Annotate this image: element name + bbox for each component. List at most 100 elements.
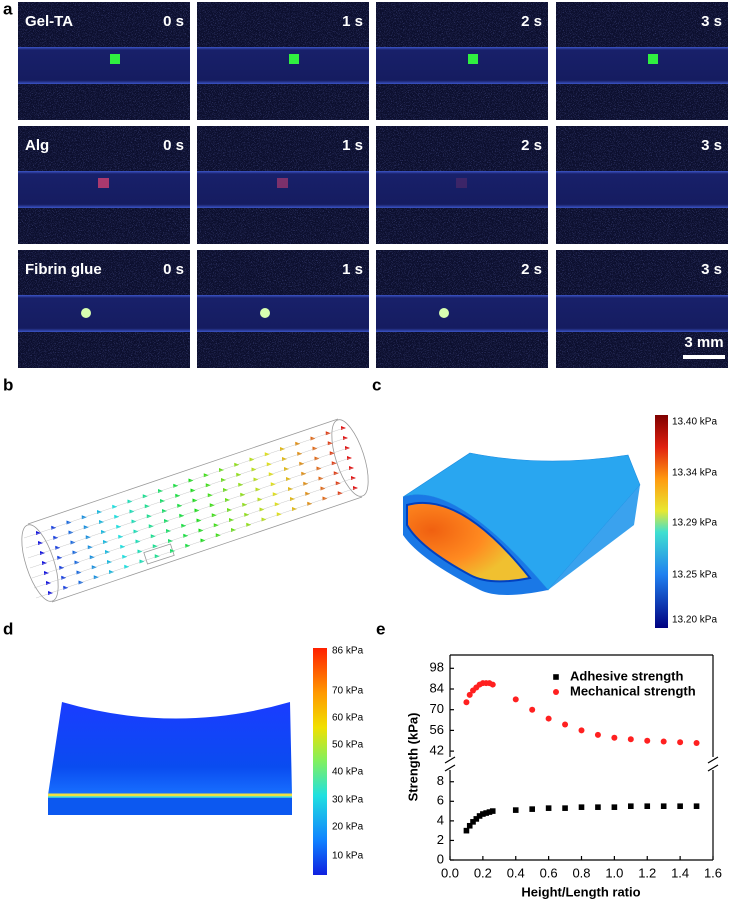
y-tick-label: 98 [430, 660, 444, 675]
tube [18, 47, 190, 84]
streamline [262, 504, 278, 510]
x-tick-label: 0.8 [572, 865, 590, 880]
streamline [35, 592, 52, 599]
y-tick-label: 0 [437, 851, 444, 866]
tube [556, 47, 728, 84]
tube [376, 171, 548, 208]
y-tick-label: 4 [437, 812, 444, 827]
streamline [340, 487, 357, 494]
streamline [33, 582, 50, 589]
row-label: Gel-TA [25, 13, 73, 30]
data-point [562, 721, 569, 728]
streamline [273, 478, 290, 485]
streamline [94, 561, 111, 568]
streamline [176, 480, 192, 486]
streamline [60, 552, 76, 558]
streamline [71, 527, 87, 533]
streamline [108, 546, 124, 552]
x-tick-label: 1.6 [704, 865, 722, 880]
streamline [25, 542, 42, 549]
streamline [260, 494, 276, 500]
data-point [473, 816, 480, 822]
y-tick-label: 2 [437, 832, 444, 847]
tube [197, 295, 369, 332]
streamline [138, 536, 154, 542]
streamline [234, 524, 250, 530]
data-point [545, 715, 552, 722]
streamline [66, 582, 82, 588]
panel-label: b [3, 375, 13, 394]
time-label: 1 s [342, 13, 363, 30]
panel-label: c [372, 375, 381, 394]
streamline [249, 519, 265, 525]
streamline [306, 478, 322, 484]
streamline [169, 525, 185, 531]
streamline [58, 542, 74, 548]
streamline [117, 511, 133, 517]
time-label: 3 s [701, 137, 722, 154]
streamline [110, 556, 126, 562]
x-tick-label: 0.4 [507, 865, 525, 880]
axis-break [707, 756, 719, 764]
streamline [163, 495, 179, 501]
scale-bar [683, 355, 725, 359]
gel-spot [289, 54, 299, 64]
streamline [197, 505, 213, 511]
streamline [264, 514, 280, 520]
streamline [119, 521, 135, 527]
tube [197, 171, 369, 208]
streamline [277, 498, 294, 505]
gel-spot [648, 54, 658, 64]
streamline [77, 557, 93, 563]
panel-label: d [3, 619, 13, 638]
streamline [88, 531, 105, 538]
streamline [125, 551, 141, 557]
data-point [578, 804, 585, 810]
data-point [466, 691, 473, 698]
streamline [243, 489, 259, 495]
streamline [239, 469, 255, 475]
data-point [693, 803, 700, 809]
streamline [241, 479, 257, 485]
streamline [308, 488, 324, 494]
data-point [463, 827, 470, 834]
streamline [51, 587, 67, 593]
data-point [512, 696, 519, 703]
streamline [245, 499, 261, 505]
streamline [226, 484, 242, 490]
streamline [69, 517, 85, 523]
streamline [45, 557, 61, 563]
data-point [463, 699, 470, 706]
streamline [218, 529, 235, 536]
streamline [325, 493, 341, 499]
streamline [75, 547, 91, 553]
streamline [321, 473, 337, 479]
streamline [237, 459, 253, 465]
streamline [62, 562, 78, 568]
streamline [247, 509, 263, 515]
time-label: 3 s [701, 13, 722, 30]
y-tick-label: 84 [430, 680, 444, 695]
streamline [134, 516, 150, 522]
x-tick-label: 0.6 [540, 865, 558, 880]
gel-spot [439, 308, 449, 318]
streamline [287, 463, 303, 469]
streamline [180, 500, 196, 506]
streamline [43, 547, 59, 553]
streamline [191, 475, 207, 481]
streamline [195, 495, 211, 501]
streamline [130, 496, 146, 502]
data-point [483, 810, 489, 816]
streamline [186, 530, 202, 536]
time-label: 0 s [163, 137, 184, 154]
x-tick-label: 0.2 [474, 865, 492, 880]
streamline [295, 503, 311, 509]
streamline [136, 526, 152, 532]
streamline [206, 469, 223, 476]
streamline [275, 488, 292, 495]
x-tick-label: 1.2 [638, 865, 656, 880]
streamline [165, 505, 181, 511]
data-point [611, 734, 618, 741]
streamline [304, 468, 320, 474]
row-label: Alg [25, 137, 49, 154]
